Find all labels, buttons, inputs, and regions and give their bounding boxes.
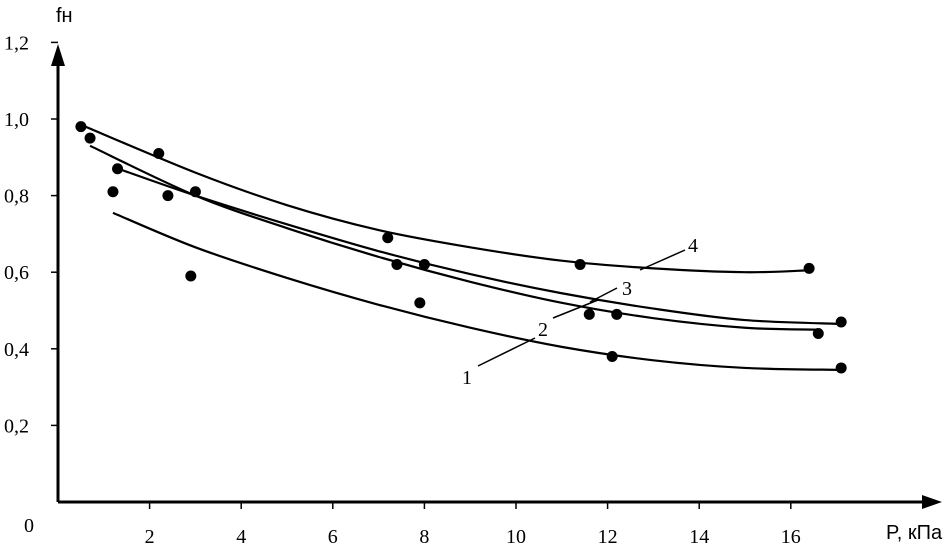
data-point — [382, 232, 394, 244]
x-tick-label: 2 — [145, 526, 155, 545]
curve-leader-2 — [552, 299, 599, 319]
curve-labels: 1 2 3 4 — [462, 235, 698, 389]
data-point — [418, 259, 430, 271]
x-tick-label: 14 — [689, 526, 709, 545]
data-point — [107, 186, 119, 198]
curve-label-1: 1 — [462, 367, 472, 389]
x-tick-label: 6 — [328, 526, 338, 545]
y-tick-label: 1,2 — [4, 32, 29, 54]
data-point — [189, 186, 201, 198]
x-tick-label: 4 — [236, 526, 246, 545]
data-point — [606, 350, 618, 362]
data-points — [75, 121, 847, 374]
data-point — [835, 362, 847, 374]
curve-label-2: 2 — [538, 319, 548, 341]
curve-3 — [112, 165, 842, 326]
data-point — [391, 259, 403, 271]
data-point — [812, 327, 824, 339]
data-point — [803, 262, 815, 274]
x-tick-label: 16 — [781, 526, 801, 545]
data-point — [574, 259, 586, 271]
y-tick-label: 0,2 — [4, 415, 29, 437]
data-point — [162, 190, 174, 202]
x-axis-title: P, кПа — [886, 522, 943, 544]
data-point — [583, 308, 595, 320]
x-tick-label: 8 — [419, 526, 429, 545]
curve-4 — [80, 123, 810, 274]
data-point — [835, 316, 847, 328]
y-tick-label: 0,4 — [4, 339, 29, 361]
curves — [80, 123, 842, 371]
data-point — [153, 147, 165, 159]
y-tick-label: 0,6 — [4, 262, 29, 284]
y-tick-label: 1,0 — [4, 109, 29, 131]
y-axis-arrow — [51, 44, 65, 66]
origin-label: 0 — [24, 515, 34, 537]
x-tick-label: 12 — [598, 526, 618, 545]
data-point — [75, 121, 87, 133]
y-tick-label: 0,8 — [4, 186, 29, 208]
data-point — [112, 163, 124, 175]
data-point — [84, 132, 96, 144]
data-point — [414, 297, 426, 309]
x-tick-label: 10 — [506, 526, 526, 545]
y-axis-title: fн — [56, 5, 73, 27]
curve-2 — [89, 144, 819, 331]
curve-leader-3 — [589, 287, 618, 303]
curve-label-3: 3 — [622, 278, 632, 300]
curve-1 — [112, 211, 842, 371]
data-point — [611, 308, 623, 320]
axes — [51, 44, 942, 509]
curve-leader-4 — [639, 249, 686, 271]
curve-label-4: 4 — [688, 235, 698, 257]
curve-leader-1 — [477, 337, 536, 367]
ticks: 2 4 6 8 10 12 14 160,20,40,60,81,01,2 — [4, 32, 801, 545]
data-point — [185, 270, 197, 282]
x-axis-arrow — [922, 495, 942, 509]
